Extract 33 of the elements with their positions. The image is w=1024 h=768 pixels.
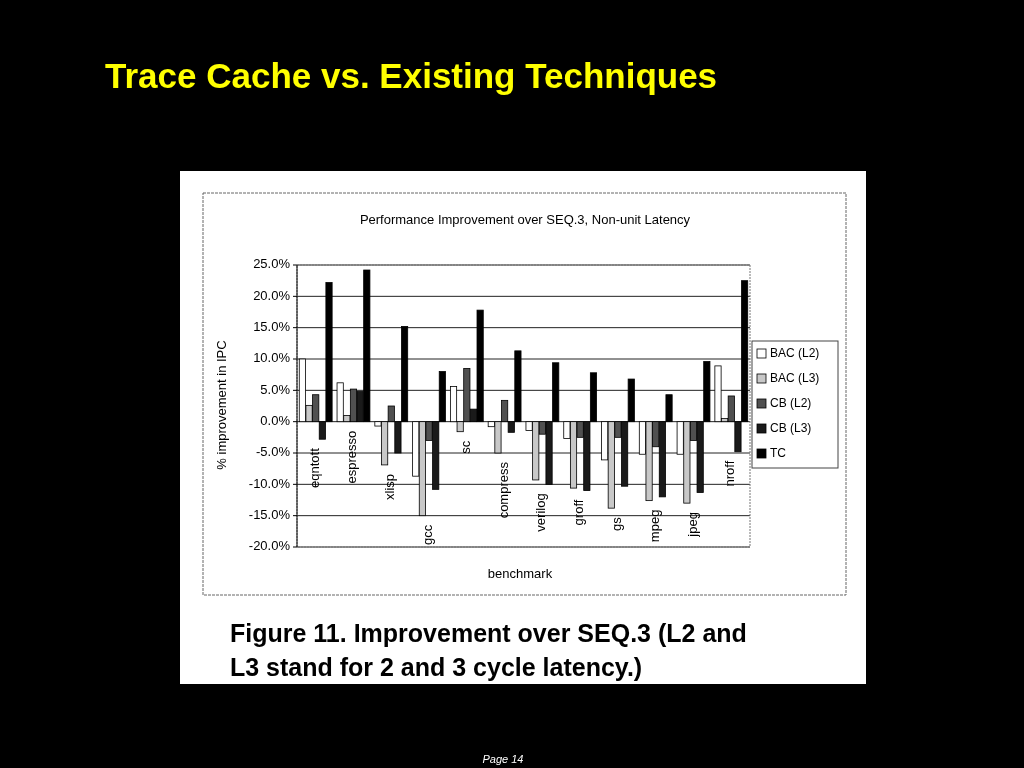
x-tick-label: gs — [609, 516, 625, 531]
y-tick-label: -15.0% — [248, 507, 291, 523]
caption: Figure 11. Improvement over SEQ.3 (L2 and L3 stand for 2 and 3 cycle latency.) — [230, 619, 747, 681]
legend-label: CB (L2) — [770, 396, 812, 411]
x-axis-title: benchmark — [487, 566, 553, 581]
y-tick-label: 20.0% — [253, 287, 291, 303]
x-tick-label: verilog — [533, 493, 549, 532]
x-tick-label: xlisp — [382, 473, 398, 500]
y-tick-label: -10.0% — [248, 475, 291, 491]
y-tick-label: 15.0% — [253, 319, 291, 335]
legend-label: BAC (L2) — [770, 346, 820, 361]
legend-label: TC — [770, 446, 787, 461]
x-tick-label: mpeg — [647, 509, 663, 543]
x-tick-label: gcc — [420, 524, 436, 545]
x-tick-label: jpeg — [684, 512, 700, 538]
x-tick-label: espresso — [344, 430, 360, 484]
y-tick-label: -5.0% — [256, 444, 291, 460]
x-tick-label: eqntott — [307, 447, 323, 488]
x-tick-label: compress — [496, 461, 512, 519]
chart-subtitle: Performance Improvement over SEQ.3, Non-unit Latency — [359, 212, 691, 227]
text: Page 14 — [482, 753, 524, 765]
legend-label: BAC (L3) — [770, 371, 820, 386]
y-tick-label: 5.0% — [260, 381, 291, 397]
legend-label: CB (L3) — [770, 421, 812, 436]
y-tick-label: 10.0% — [253, 350, 291, 366]
x-tick-label: sc — [458, 440, 474, 454]
y-axis-title: % improvement in IPC — [214, 340, 230, 470]
x-tick-label: groff — [571, 499, 587, 526]
chart-title: Trace Cache vs. Existing Techniques — [105, 56, 718, 95]
y-tick-label: 25.0% — [253, 256, 291, 272]
y-tick-label: -20.0% — [248, 538, 291, 554]
x-tick-label: nroff — [722, 460, 738, 487]
y-tick-label: 0.0% — [260, 413, 291, 429]
